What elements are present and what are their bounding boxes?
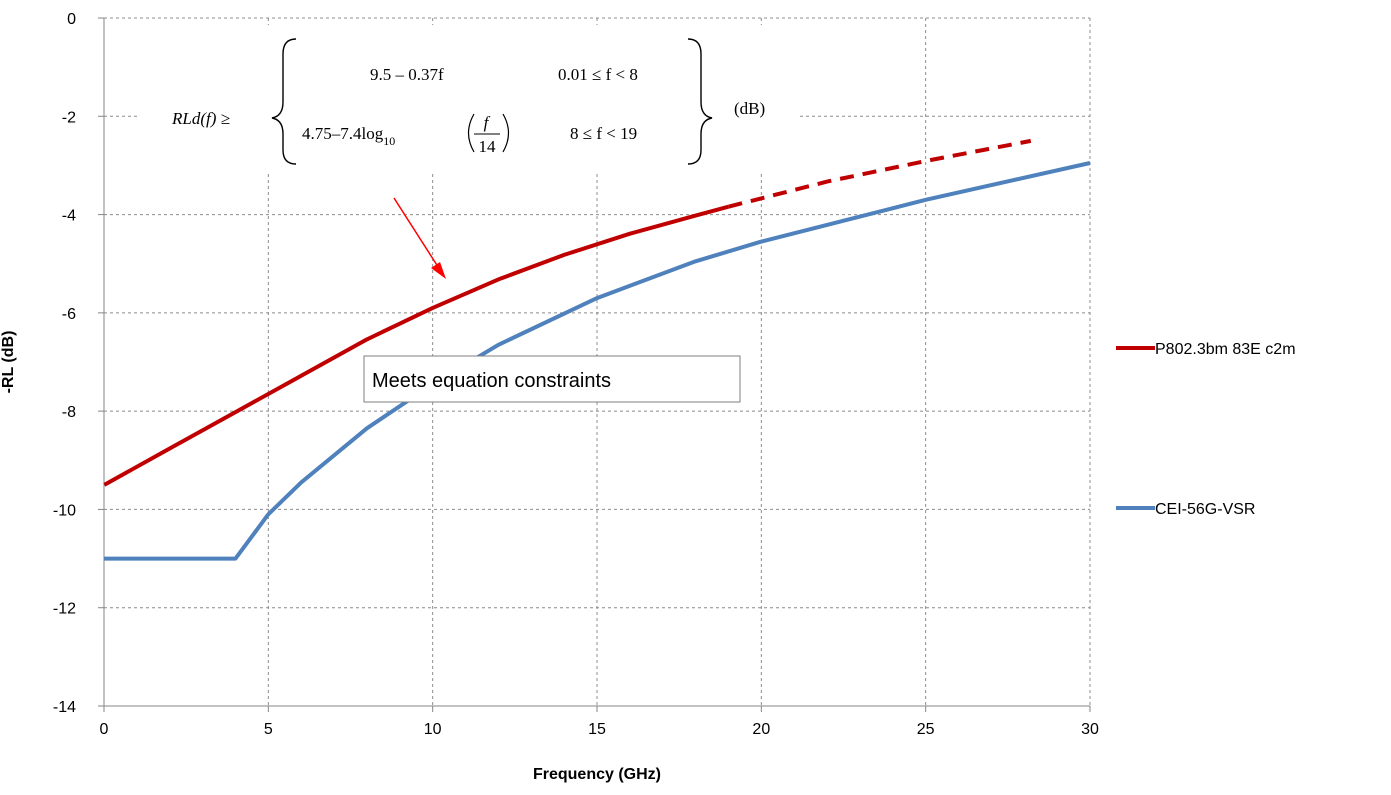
x-tick-label: 20	[752, 721, 770, 738]
axes	[98, 17, 1091, 712]
y-tick-label: -8	[62, 404, 76, 421]
equation-paren-right	[502, 113, 510, 153]
equation-background	[140, 25, 800, 171]
y-tick-label: -10	[53, 502, 76, 519]
series-1-line-dashed	[728, 138, 1032, 209]
equation-row1-expr: 9.5 – 0.37f	[370, 65, 444, 84]
equation-frac-num: f	[484, 113, 491, 132]
equation-lhs: RLd(f) ≥	[171, 109, 230, 128]
legend: P802.3bm 83E c2m CEI-56G-VSR	[1116, 341, 1296, 518]
callout-box	[363, 355, 741, 403]
equation-row2-sub: 10	[383, 134, 395, 148]
x-tick-label: 5	[264, 721, 273, 738]
y-tick-labels: 0 -2 -4 -6 -8 -10 -12 -14	[53, 11, 76, 716]
y-tick-label: -4	[62, 208, 76, 225]
series-1-line	[103, 204, 730, 487]
y-tick-label: -2	[62, 109, 76, 126]
arrow-head	[431, 262, 446, 279]
equation-left-brace	[271, 38, 297, 165]
x-tick-label: 25	[917, 721, 935, 738]
y-axis-title: -RL (dB)	[0, 331, 17, 394]
equation-right-brace	[687, 38, 713, 165]
equation: RLd(f) ≥ 9.5 – 0.37f 0.01 ≤ f < 8 4.75–7…	[140, 25, 800, 171]
equation-frac-den: 14	[479, 137, 497, 156]
callout: Meets equation constraints	[363, 355, 741, 403]
y-tick-label: 0	[67, 11, 76, 28]
legend-label: P802.3bm 83E c2m	[1155, 341, 1296, 358]
x-tick-label: 15	[588, 721, 606, 738]
equation-row2-expr: 4.75–7.4log10	[302, 124, 395, 148]
arrow-annotation	[393, 197, 446, 279]
x-axis-title: Frequency (GHz)	[533, 766, 661, 783]
x-tick-label: 0	[100, 721, 109, 738]
equation-unit: (dB)	[734, 99, 765, 118]
equation-row1-cond: 0.01 ≤ f < 8	[558, 65, 638, 84]
y-tick-label: -14	[53, 699, 76, 716]
legend-label: CEI-56G-VSR	[1155, 501, 1255, 518]
x-tick-label: 10	[424, 721, 442, 738]
y-tick-label: -6	[62, 306, 76, 323]
y-tick-label: -12	[53, 601, 76, 618]
x-tick-label: 30	[1081, 721, 1099, 738]
callout-text: Meets equation constraints	[372, 370, 611, 392]
equation-row2-cond: 8 ≤ f < 19	[570, 124, 637, 143]
x-tick-labels: 0 5 10 15 20 25 30	[100, 721, 1099, 738]
equation-row2-log: 4.75–7.4log	[302, 124, 384, 143]
equation-paren-left	[467, 113, 475, 153]
arrow-line	[393, 197, 443, 274]
